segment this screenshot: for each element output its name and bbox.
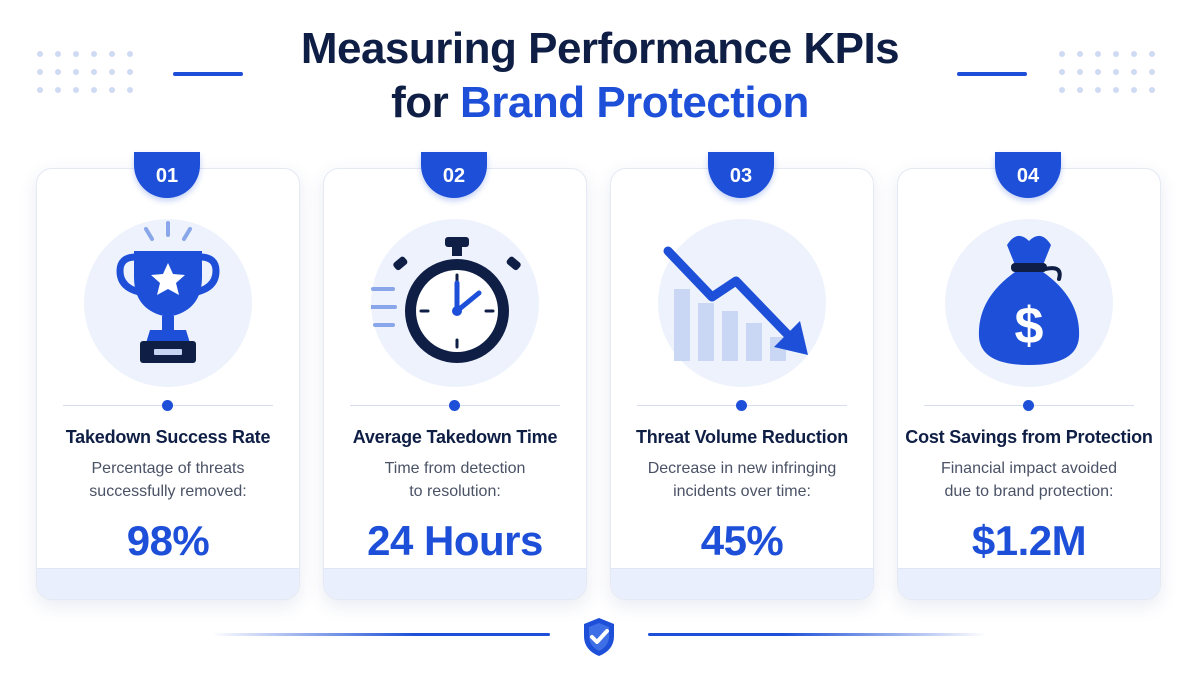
shield-check-icon [584,618,614,656]
card-description-line-1: Time from detection [384,460,526,477]
card-description-line-2: successfully removed: [89,483,247,500]
card-value: 45% [700,517,784,564]
decorative-dots-right [1059,51,1155,93]
title-line-2-accent: Brand Protection [459,78,809,127]
page-title: Measuring Performance KPIs for Brand Pro… [0,22,1200,130]
title-line-2-prefix: for [391,78,460,127]
kpi-card-average-takedown-time: Average Takedown Time Time from detectio… [323,168,587,600]
card-number: 03 [729,164,753,187]
card-number: 02 [442,164,466,187]
card-number: 04 [1016,164,1040,187]
card-value: 24 Hours [367,517,543,564]
card-divider-dot [736,400,747,411]
card-description-line-1: Decrease in new infringing [647,460,837,477]
svg-text:$: $ [1015,297,1044,355]
title-rule-right [957,72,1027,76]
card-description: Time from detection to resolution: [334,457,576,503]
card-description-line-1: Percentage of threats [91,460,245,477]
card-description-line-2: incidents over time: [673,483,811,500]
stopwatch-icon [371,237,521,363]
trophy-icon [116,221,220,363]
card-description: Financial impact avoided due to brand pr… [908,457,1150,503]
card-title: Average Takedown Time [352,427,558,447]
title-rule-left [173,72,243,76]
decorative-dots-left [37,51,133,93]
card-title: Takedown Success Rate [65,427,271,447]
card-value: 98% [126,517,210,564]
card-description: Percentage of threats successfully remov… [47,457,289,503]
card-divider-dot [162,400,173,411]
card-title: Threat Volume Reduction [635,427,849,447]
footer-line-left [212,633,550,636]
kpi-card-takedown-success-rate: Takedown Success Rate Percentage of thre… [36,168,300,600]
card-divider-dot [449,400,460,411]
card-divider-dot [1023,400,1034,411]
card-footer-band [898,568,1160,599]
card-footer-band [37,568,299,599]
card-description: Decrease in new infringing incidents ove… [621,457,863,503]
money-bag-icon: $ [978,235,1080,365]
title-line-2: for Brand Protection [0,76,1200,130]
card-footer-band [611,568,873,599]
card-description-line-1: Financial impact avoided [940,460,1118,477]
trend-down-icon [663,246,808,361]
title-line-1: Measuring Performance KPIs [300,24,900,73]
card-value: $1.2M [971,517,1087,564]
kpi-card-cost-savings: $ Cost Savings from Protection Financial… [897,168,1161,600]
card-description-line-2: due to brand protection: [944,483,1114,500]
card-footer-band [324,568,586,599]
kpi-card-threat-volume-reduction: Threat Volume Reduction Decrease in new … [610,168,874,600]
card-title: Cost Savings from Protection [905,427,1153,447]
card-description-line-2: to resolution: [409,483,501,500]
footer-line-right [648,633,986,636]
card-number: 01 [155,164,179,187]
